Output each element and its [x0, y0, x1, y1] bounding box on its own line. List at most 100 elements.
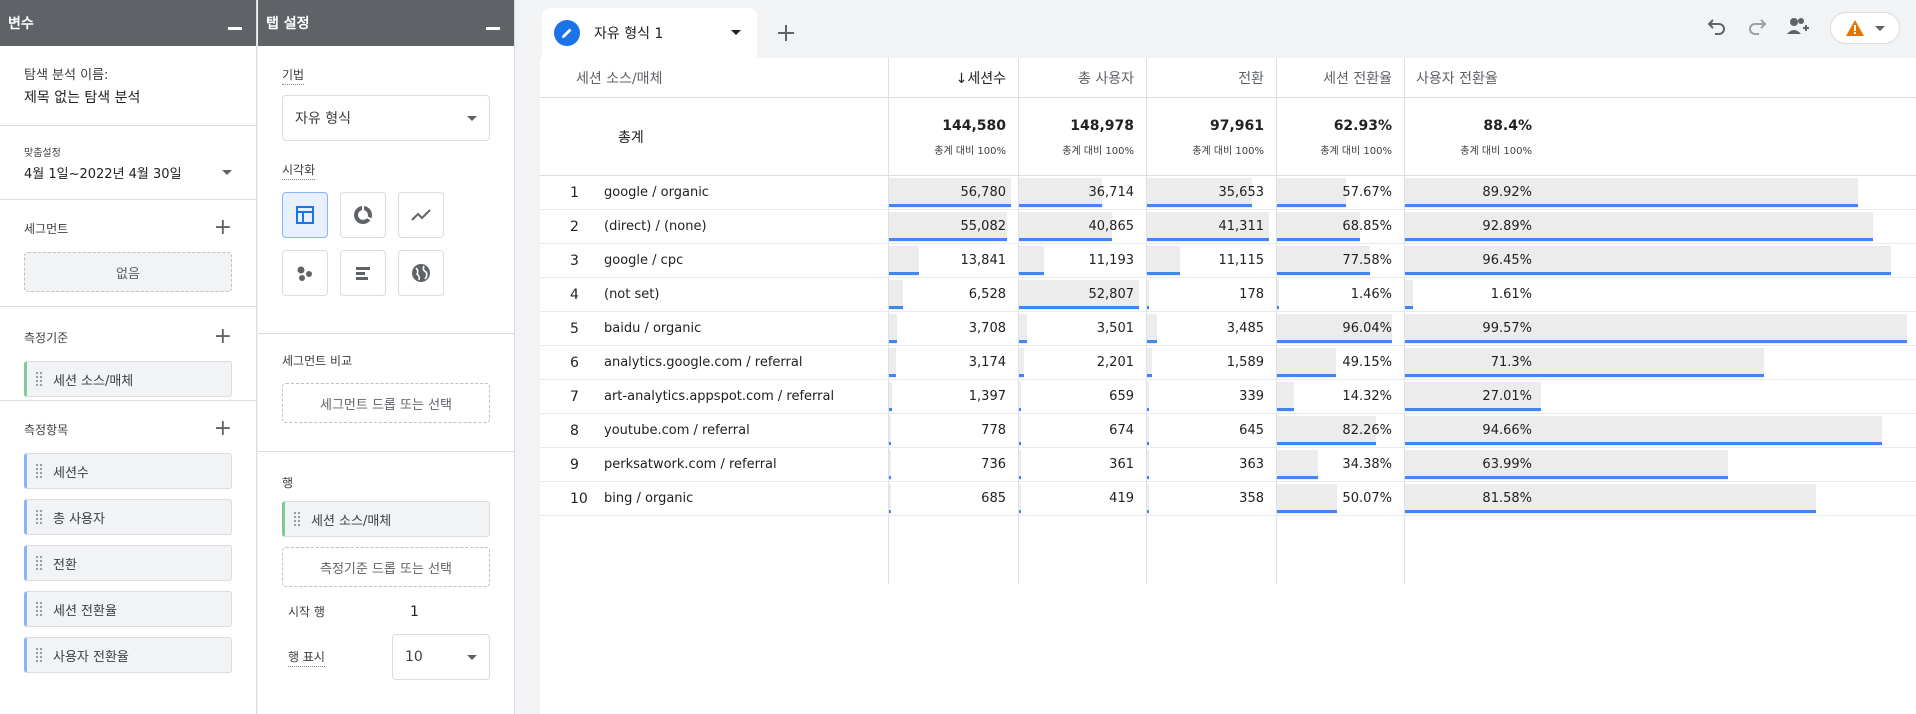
donut-viz-button[interactable] — [340, 192, 386, 238]
scatter-viz-button[interactable] — [282, 250, 328, 296]
technique-select[interactable]: 자유 형식 — [282, 95, 490, 141]
drag-handle-icon[interactable] — [35, 509, 43, 525]
cell-bar — [1405, 212, 1873, 242]
dimension-chip-label: 세션 소스/매체 — [53, 373, 134, 389]
row-sessions: 685 — [981, 491, 1006, 506]
cell-bar-underline — [1405, 272, 1891, 275]
drag-handle-icon[interactable] — [35, 371, 43, 387]
cell-bar-underline — [1405, 510, 1816, 513]
line-viz-button[interactable] — [398, 192, 444, 238]
table-row[interactable]: 3 google / cpc 13,841 11,193 11,115 77.58% 96.… — [540, 244, 1916, 278]
line-chart-icon — [411, 209, 431, 221]
cell-bar — [1277, 178, 1346, 208]
row-conversions: 3,485 — [1226, 321, 1264, 336]
table-row[interactable]: 1 google / organic 56,780 36,714 35,653 57.67… — [540, 176, 1916, 210]
table-row[interactable]: 10 bing / organic 685 419 358 50.07% 81.58% — [540, 482, 1916, 516]
cell-bar-underline — [1147, 238, 1269, 241]
cell-bar — [889, 450, 891, 480]
collapse-icon[interactable] — [228, 26, 242, 30]
segment-drop-zone[interactable]: 세그먼트 드롭 또는 선택 — [282, 383, 490, 423]
metric-chip[interactable]: 세션수 — [24, 453, 232, 489]
show-rows-select[interactable]: 10 — [392, 634, 490, 680]
table-row[interactable]: 5 baidu / organic 3,708 3,501 3,485 96.04% 99.… — [540, 312, 1916, 346]
start-row-label: 시작 행 — [288, 605, 325, 619]
metric-chip[interactable]: 전환 — [24, 545, 232, 581]
cell-bar — [1277, 246, 1370, 276]
add-metric-icon[interactable]: + — [213, 416, 232, 441]
metric-chip[interactable]: 사용자 전환율 — [24, 637, 232, 673]
table-row[interactable]: 6 analytics.google.com / referral 3,174 2,2… — [540, 346, 1916, 380]
share-user-icon[interactable] — [1786, 15, 1812, 41]
drag-handle-icon[interactable] — [35, 601, 43, 617]
dimension-chip[interactable]: 세션 소스/매체 — [24, 361, 232, 397]
table-viz-button[interactable] — [282, 192, 328, 238]
cell-bar — [1147, 484, 1149, 514]
drag-handle-icon[interactable] — [35, 463, 43, 479]
cell-bar-underline — [1405, 442, 1882, 445]
header-source[interactable]: 세션 소스/매체 — [576, 70, 663, 87]
tab-name: 자유 형식 1 — [594, 26, 664, 42]
segment-compare-label: 세그먼트 비교 — [282, 354, 353, 368]
add-dimension-icon[interactable]: + — [213, 324, 232, 349]
table-row[interactable]: 7 art-analytics.appspot.com / referral 1,3… — [540, 380, 1916, 414]
cell-bar-underline — [1277, 408, 1294, 411]
cell-bar — [1147, 246, 1180, 276]
cell-bar — [1019, 212, 1112, 242]
row-session-rate: 96.04% — [1342, 321, 1392, 336]
cell-bar-underline — [1019, 238, 1112, 241]
geo-viz-button[interactable] — [398, 250, 444, 296]
drag-handle-icon[interactable] — [35, 555, 43, 571]
table-row[interactable]: 9 perksatwork.com / referral 736 361 363 34.3… — [540, 448, 1916, 482]
add-tab-button[interactable] — [763, 8, 809, 58]
exploration-name[interactable]: 제목 없는 탐색 분석 — [24, 90, 141, 106]
cell-bar — [1019, 382, 1021, 412]
table-row[interactable]: 2 (direct) / (none) 55,082 40,865 41,311 68.8… — [540, 210, 1916, 244]
add-segment-icon[interactable]: + — [213, 215, 232, 240]
header-conversions[interactable]: 전환 — [1238, 70, 1264, 87]
cell-bar-underline — [1147, 306, 1149, 309]
cell-bar-underline — [1405, 408, 1541, 411]
segments-empty[interactable]: 없음 — [24, 252, 232, 292]
cell-bar-underline — [1277, 272, 1370, 275]
drag-handle-icon[interactable] — [293, 511, 301, 527]
cell-bar — [1405, 416, 1882, 446]
row-session-rate: 34.38% — [1342, 457, 1392, 472]
header-sessions[interactable]: ↓세션수 — [955, 70, 1006, 87]
row-sessions: 736 — [981, 457, 1006, 472]
technique-value: 자유 형식 — [295, 111, 351, 127]
tab-menu-icon[interactable] — [731, 30, 741, 35]
cell-bar-underline — [889, 238, 1007, 241]
undo-icon[interactable] — [1706, 15, 1728, 41]
table-row[interactable]: 4 (not set) 6,528 52,807 178 1.46% 1.61% — [540, 278, 1916, 312]
table-row[interactable]: 8 youtube.com / referral 778 674 645 82.26% 94… — [540, 414, 1916, 448]
bar-chart-icon — [356, 267, 370, 280]
date-range-picker[interactable]: 4월 1일~2022년 4월 30일 — [24, 163, 232, 182]
cell-bar-underline — [889, 374, 896, 377]
row-conversions: 41,311 — [1218, 219, 1265, 234]
cell-bar-underline — [1019, 408, 1021, 411]
metric-chip[interactable]: 세션 전환율 — [24, 591, 232, 627]
redo-icon[interactable] — [1746, 15, 1768, 41]
row-sessions: 13,841 — [960, 253, 1007, 268]
collapse-icon[interactable] — [486, 26, 500, 30]
start-row-input[interactable]: 1 — [410, 603, 419, 620]
dimension-drop-zone[interactable]: 측정기준 드롭 또는 선택 — [282, 547, 490, 587]
metric-chip[interactable]: 총 사용자 — [24, 499, 232, 535]
header-session-rate[interactable]: 세션 전환율 — [1323, 70, 1392, 87]
bar-viz-button[interactable] — [340, 250, 386, 296]
row-users: 36,714 — [1088, 185, 1135, 200]
row-dimension-chip[interactable]: 세션 소스/매체 — [282, 501, 490, 537]
tab-settings-title: 탭 설정 — [266, 16, 310, 32]
row-sessions: 3,708 — [968, 321, 1006, 336]
row-source: google / cpc — [604, 253, 684, 268]
header-user-rate[interactable]: 사용자 전환율 — [1416, 70, 1498, 87]
header-users[interactable]: 총 사용자 — [1078, 70, 1134, 87]
drag-handle-icon[interactable] — [35, 647, 43, 663]
cell-bar-underline — [1405, 374, 1764, 377]
warning-menu-button[interactable] — [1830, 12, 1900, 44]
edit-icon[interactable] — [554, 20, 580, 46]
metric-chip-label: 총 사용자 — [53, 511, 105, 527]
tab-freeform[interactable]: 자유 형식 1 — [542, 8, 757, 58]
row-user-rate: 92.89% — [1482, 219, 1532, 234]
